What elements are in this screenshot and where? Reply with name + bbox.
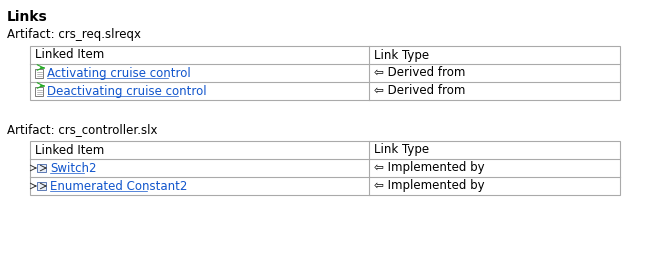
- Bar: [37, 182, 46, 190]
- Text: Deactivating cruise control: Deactivating cruise control: [47, 85, 207, 97]
- Text: Linked Item: Linked Item: [35, 143, 104, 157]
- Bar: [37, 164, 46, 172]
- Text: Links: Links: [7, 10, 48, 24]
- Text: Link Type: Link Type: [374, 49, 429, 61]
- Bar: [30, 46, 620, 100]
- Text: Switch2: Switch2: [50, 161, 96, 175]
- Text: ⇦ Implemented by: ⇦ Implemented by: [374, 161, 485, 175]
- Text: Enumerated Constant2: Enumerated Constant2: [50, 179, 188, 192]
- Text: Linked Item: Linked Item: [35, 49, 104, 61]
- Bar: [35, 87, 43, 96]
- Text: Activating cruise control: Activating cruise control: [47, 67, 191, 79]
- Text: Link Type: Link Type: [374, 143, 429, 157]
- Text: Artifact: crs_controller.slx: Artifact: crs_controller.slx: [7, 123, 157, 136]
- Text: ⇦ Derived from: ⇦ Derived from: [374, 85, 465, 97]
- Text: ⇦ Implemented by: ⇦ Implemented by: [374, 179, 485, 192]
- Bar: [30, 141, 620, 195]
- Text: ⇦ Derived from: ⇦ Derived from: [374, 67, 465, 79]
- Text: Artifact: crs_req.slreqx: Artifact: crs_req.slreqx: [7, 28, 141, 41]
- Bar: [35, 69, 43, 78]
